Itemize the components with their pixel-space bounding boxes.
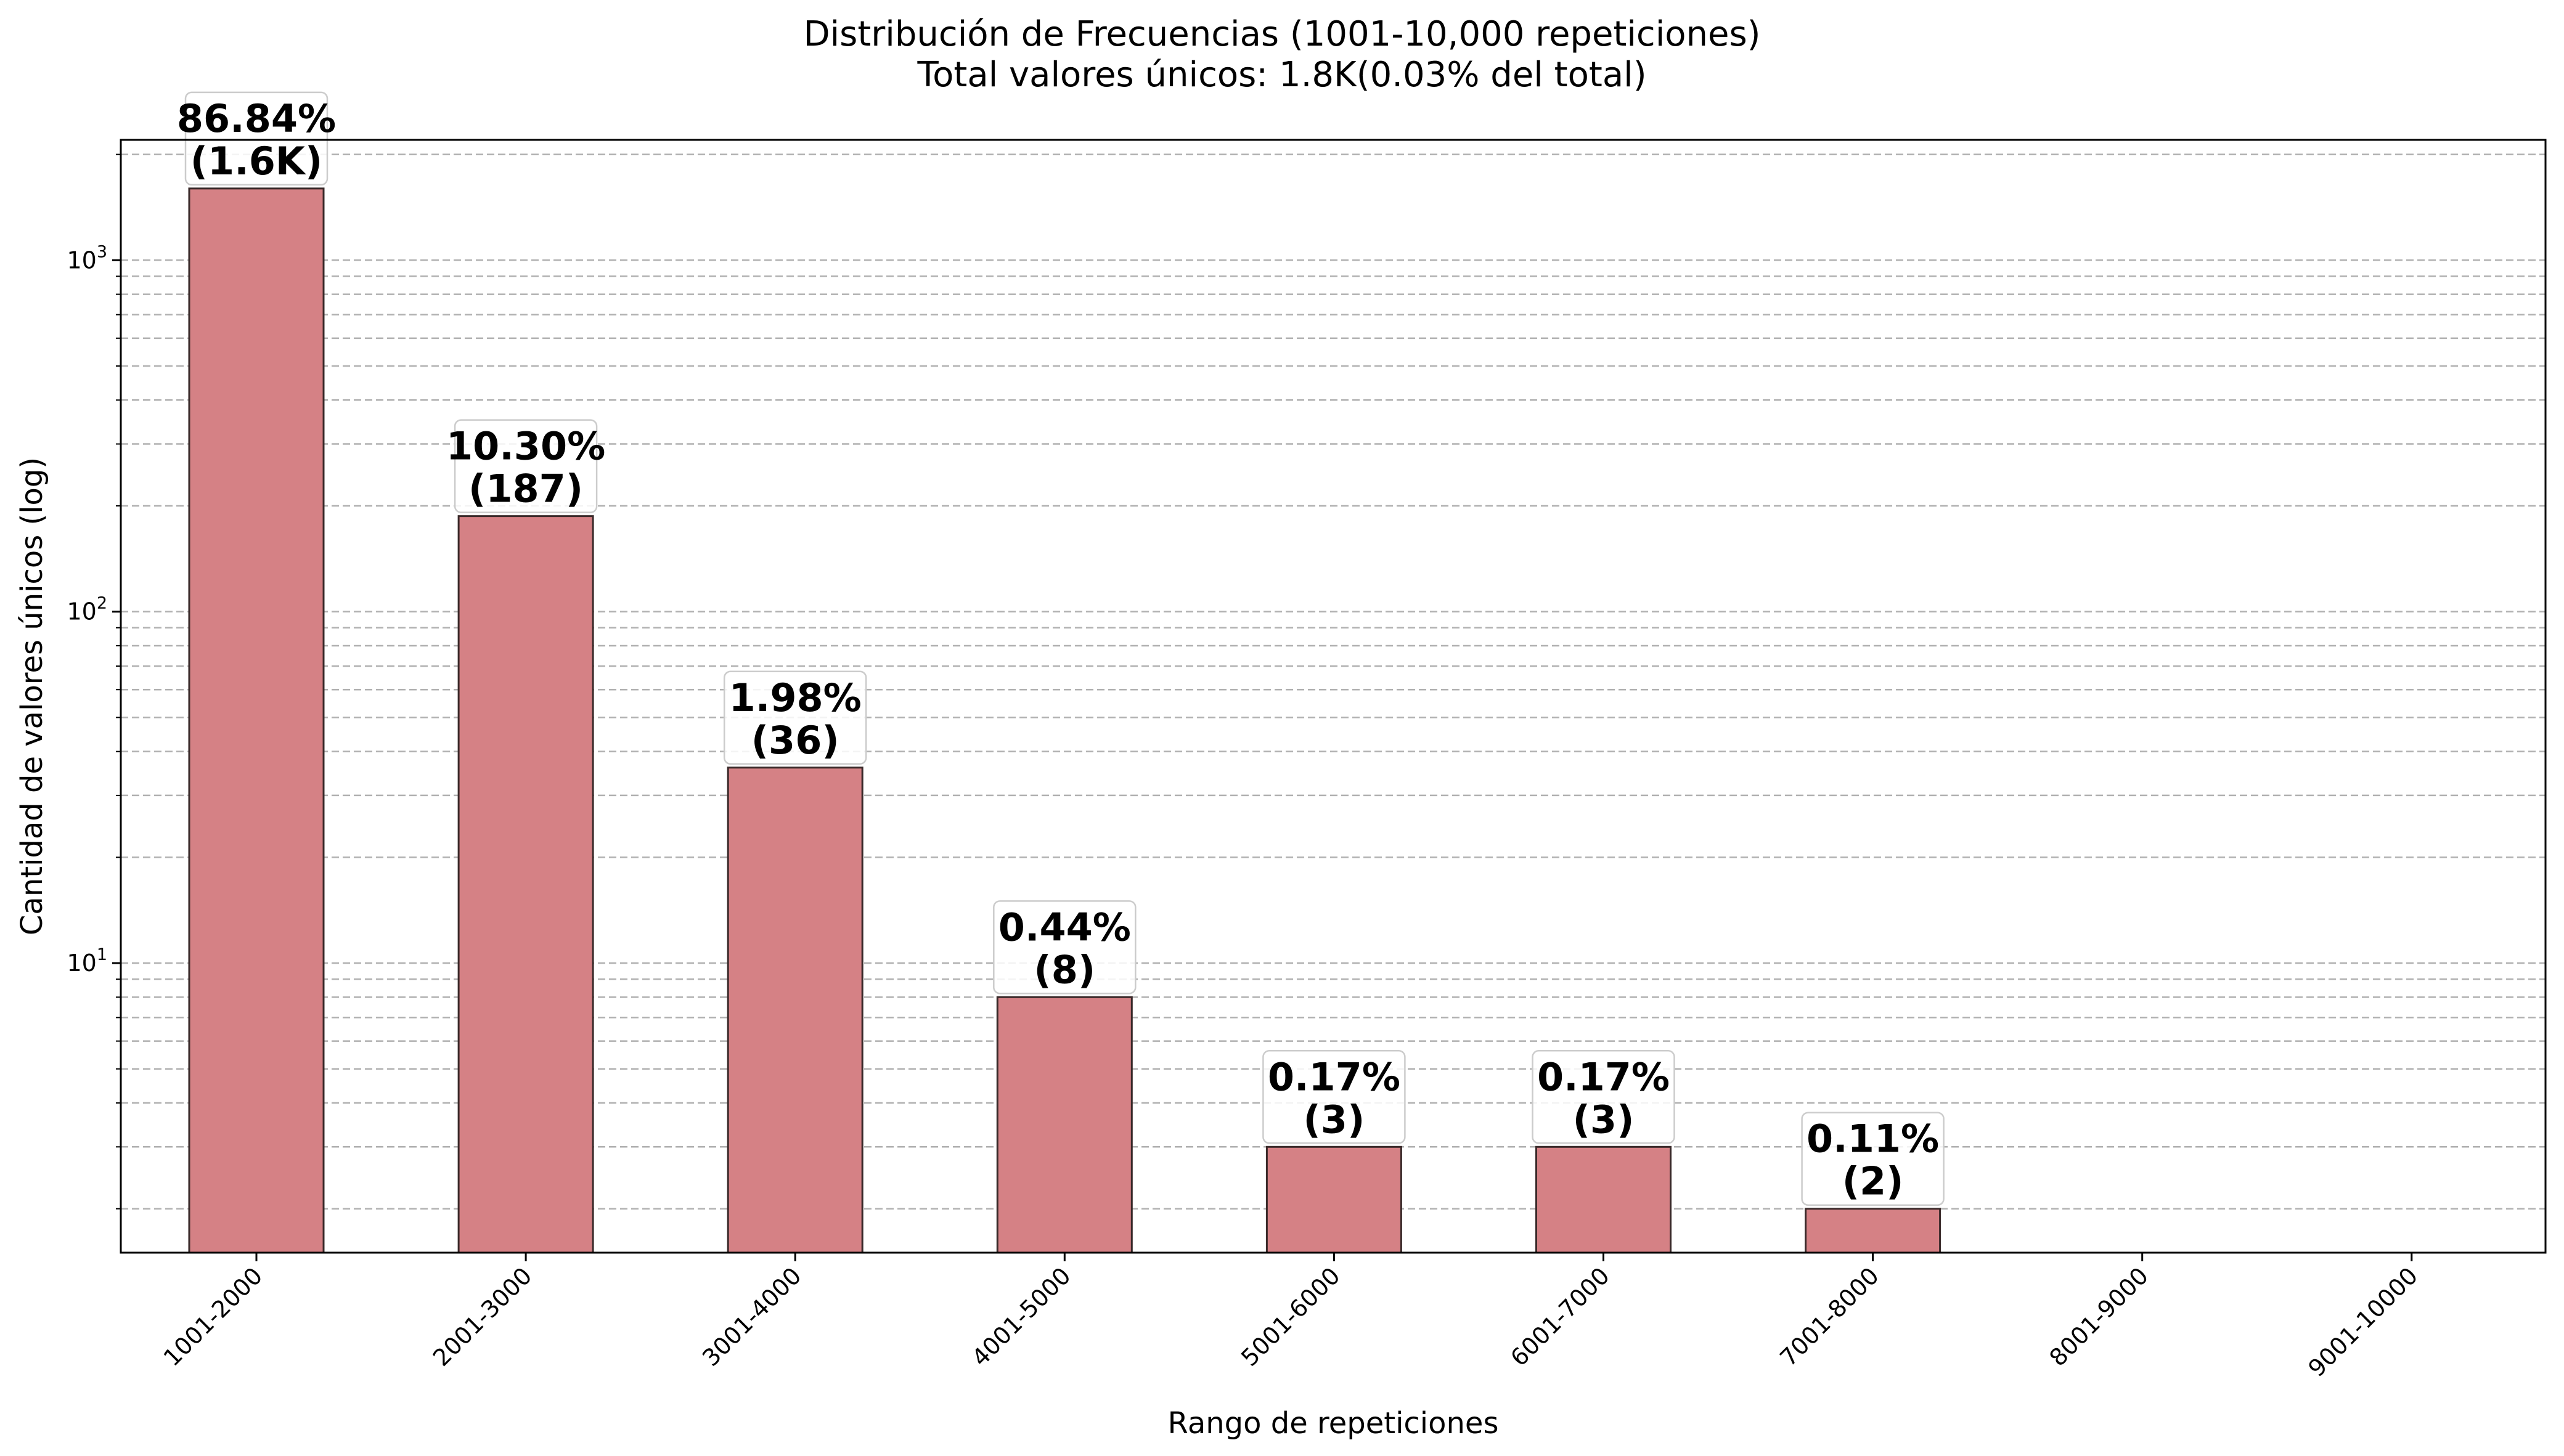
bar-count-label: (8) xyxy=(1034,947,1095,992)
x-tick-label: 7001-8000 xyxy=(1774,1262,1884,1372)
chart-title: Distribución de Frecuencias (1001-10,000… xyxy=(803,14,1760,54)
bar-label-box xyxy=(184,91,329,186)
chart-subtitle: Total valores únicos: 1.8K(0.03% del tot… xyxy=(917,55,1646,95)
bar-label-box xyxy=(1532,1050,1675,1144)
bar-percent-label: 0.17% xyxy=(1268,1054,1400,1099)
x-tick-label: 5001-6000 xyxy=(1236,1262,1345,1372)
bar-label-box xyxy=(723,670,867,765)
bar xyxy=(1535,1145,1672,1254)
bar-label-box xyxy=(454,419,598,513)
x-axis-label: Rango de repeticiones xyxy=(1168,1406,1499,1441)
bar-count-label: (3) xyxy=(1573,1097,1635,1142)
bar-percent-label: 0.17% xyxy=(1537,1054,1670,1099)
y-axis-label: Cantidad de valores únicos (log) xyxy=(15,457,49,935)
bar xyxy=(1805,1208,1941,1254)
bar-label-box xyxy=(993,900,1137,994)
bar-percent-label: 0.44% xyxy=(998,905,1131,950)
y-tick-label: 101 xyxy=(67,945,107,977)
bar-label-box xyxy=(1262,1050,1406,1144)
x-axis-ticks: 1001-2000 2001-3000 3001-4000 4001-5000 5001… xyxy=(158,1253,2423,1382)
bar-labels: 86.84%(1.6K) 10.30%(187) 1.98%(36) 0.44%(8)… xyxy=(177,91,1945,1206)
bar xyxy=(457,515,594,1254)
x-tick-label: 1001-2000 xyxy=(158,1262,268,1372)
bar-percent-label: 0.11% xyxy=(1807,1116,1939,1161)
bar xyxy=(996,996,1133,1254)
y-tick-label: 103 xyxy=(67,242,107,274)
bar-percent-label: 86.84% xyxy=(177,96,336,141)
y-axis-ticks: 101 102 103 xyxy=(67,153,121,1210)
y-tick-label: 102 xyxy=(67,594,107,625)
bar-percent-label: 10.30% xyxy=(446,424,605,469)
x-tick-label: 6001-7000 xyxy=(1505,1262,1615,1372)
x-tick-label: 8001-9000 xyxy=(2044,1262,2154,1372)
x-tick-label: 9001-10000 xyxy=(2303,1262,2423,1382)
bar-label-box xyxy=(1801,1112,1945,1206)
bar-count-label: (1.6K) xyxy=(190,139,323,184)
x-tick-label: 2001-3000 xyxy=(428,1262,537,1372)
bars xyxy=(188,187,1941,1254)
x-tick-label: 3001-4000 xyxy=(697,1262,807,1372)
bar-count-label: (2) xyxy=(1842,1159,1904,1204)
x-tick-label: 4001-5000 xyxy=(966,1262,1076,1372)
bar-percent-label: 1.98% xyxy=(729,675,862,720)
bar-count-label: (187) xyxy=(468,466,583,511)
bar xyxy=(188,187,325,1254)
bar-count-label: (36) xyxy=(751,718,839,763)
bar xyxy=(1265,1145,1402,1254)
bar-count-label: (3) xyxy=(1303,1097,1365,1142)
bar xyxy=(727,767,864,1254)
